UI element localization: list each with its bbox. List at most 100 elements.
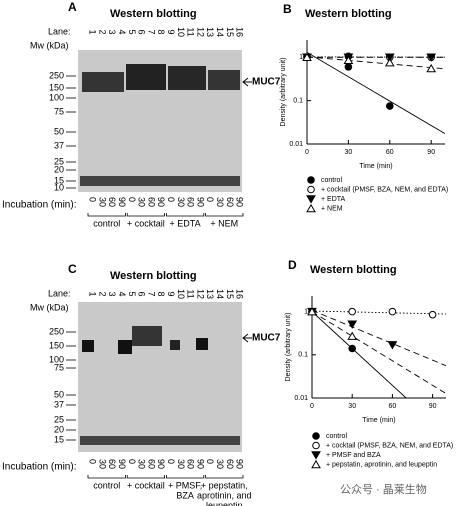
fit-line: [307, 51, 445, 135]
lane-number: 13: [205, 27, 215, 37]
legend-marker: [307, 185, 315, 194]
group-bracket: [205, 475, 244, 479]
time-label: 0: [88, 459, 98, 464]
y-tick-label: 0.01: [294, 395, 308, 402]
time-label: 60: [146, 459, 156, 469]
legend-marker: [311, 459, 321, 469]
panel-label: C: [68, 262, 77, 276]
x-tick-label: 90: [429, 403, 437, 410]
blot-image: [78, 50, 242, 192]
lane-number: 14: [215, 27, 225, 37]
x-tick-label: 60: [389, 403, 397, 410]
y-axis-label: Density (arbitrary unit): [285, 313, 292, 382]
mw-tick-label: 150: [49, 82, 64, 92]
fit-line: [307, 56, 445, 70]
mw-tick-label: 150: [49, 340, 64, 350]
time-label: 60: [225, 197, 235, 207]
mw-tick-label: 37: [54, 140, 64, 150]
group-bracket: [205, 213, 244, 217]
time-label: 0: [88, 197, 98, 202]
point: [344, 63, 353, 71]
time-label: 60: [146, 197, 156, 207]
group-label: leupeptin: [206, 500, 243, 506]
plot-area: [307, 51, 445, 135]
mw-tick-label: 50: [54, 389, 64, 399]
lane-number: 15: [225, 27, 235, 37]
lane-number: 10: [176, 289, 186, 299]
mw-label: Mw (kDa): [30, 302, 69, 312]
lane-number: 11: [186, 27, 196, 36]
time-label: 30: [215, 459, 225, 469]
lane-number: 3: [107, 291, 117, 296]
lane-number: 16: [235, 27, 245, 37]
mw-tick-label: 10: [54, 182, 64, 192]
mw-tick-label: 15: [54, 175, 64, 185]
lane-number: 2: [97, 291, 107, 296]
group-label: + PMSF,: [168, 480, 202, 490]
lane-number: 12: [195, 289, 205, 299]
time-label: 60: [225, 459, 235, 469]
x-tick-label: 30: [345, 149, 353, 156]
lane-number: 6: [137, 291, 147, 296]
watermark: 公众号 · 晶莱生物: [340, 482, 427, 496]
mw-tick-label: 250: [49, 326, 64, 336]
group-label: + cocktail: [127, 480, 165, 490]
legend-label: + cocktail (PMSF, BZA, NEM, and EDTA): [326, 442, 453, 449]
time-label: 30: [137, 197, 147, 207]
panel-label: B: [283, 2, 292, 16]
legend-label: control: [321, 177, 342, 184]
legend-marker: [306, 203, 316, 213]
legend-label: + pepstatin, aprotinin, and leupeptin: [326, 461, 437, 468]
fit-line: [312, 311, 446, 394]
blot-title: Western blotting: [110, 8, 197, 20]
time-label: 30: [176, 459, 186, 469]
incubation-label: Incubation (min):: [2, 200, 76, 211]
y-tick-label: 1: [304, 308, 308, 315]
time-label: 60: [107, 197, 117, 207]
blot-image: [78, 302, 242, 452]
marker-label: MUC7: [252, 77, 281, 88]
legend-marker: [312, 441, 320, 450]
lane-number: 6: [137, 29, 147, 34]
lane-number: 3: [107, 29, 117, 34]
lane-number: 7: [146, 291, 156, 296]
lane-number: 10: [176, 27, 186, 37]
mw-tick-label: 50: [54, 126, 64, 136]
group-bracket: [126, 475, 165, 479]
group-label: + EDTA: [170, 218, 201, 228]
point: [307, 307, 317, 316]
point: [348, 307, 357, 316]
point: [384, 53, 395, 62]
x-tick-label: 0: [305, 149, 309, 156]
legend-label: + EDTA: [321, 196, 346, 203]
time-label: 90: [156, 459, 166, 469]
mw-tick-label: 15: [54, 434, 64, 444]
lane-number: 12: [195, 27, 205, 37]
plot-area: [312, 309, 446, 398]
time-label: 0: [127, 459, 137, 464]
lane-number: 2: [97, 29, 107, 34]
group-label: BZA: [176, 490, 194, 500]
lane-number: 1: [88, 29, 98, 34]
group-bracket: [166, 213, 205, 217]
lane-number: 5: [127, 291, 137, 296]
time-label: 30: [176, 197, 186, 207]
time-label: 0: [166, 459, 176, 464]
time-label: 90: [117, 459, 127, 469]
time-label: 60: [186, 459, 196, 469]
legend-marker: [312, 432, 320, 440]
lane-number: 15: [225, 289, 235, 299]
legend-marker: [311, 451, 321, 460]
mw-tick-label: 100: [49, 354, 64, 364]
legend-marker: [306, 195, 316, 204]
time-label: 90: [235, 459, 245, 469]
legend-label: + cocktail (PMSF, BZA, NEM, and EDTA): [321, 186, 448, 193]
point: [384, 58, 395, 67]
y-tick-label: 1: [299, 54, 303, 61]
group-label: + cocktail: [127, 218, 165, 228]
lane-number: 8: [156, 291, 166, 296]
x-tick-label: 30: [348, 403, 356, 410]
time-label: 30: [215, 197, 225, 207]
lane-number: 4: [117, 291, 127, 296]
chart-title: Western blotting: [310, 264, 397, 276]
